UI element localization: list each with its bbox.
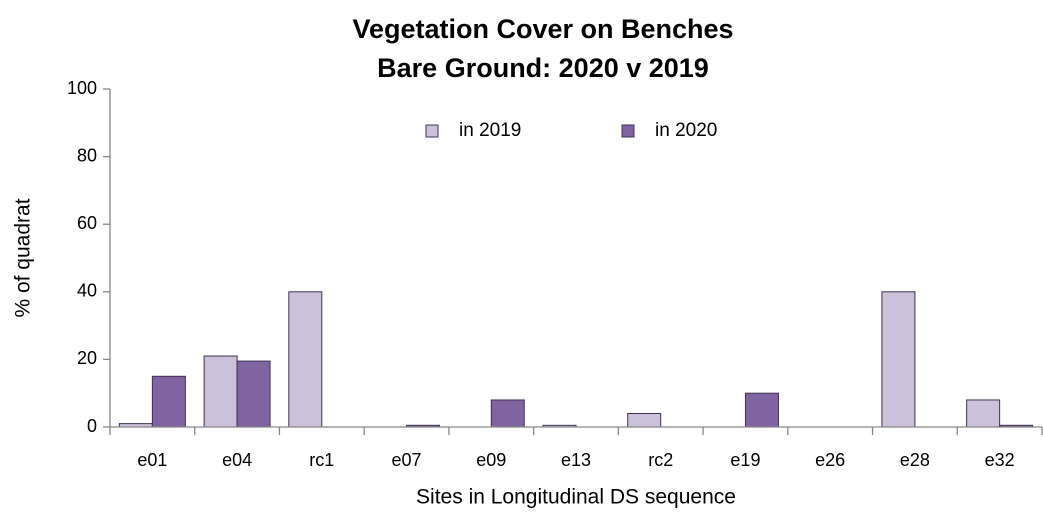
legend-label: in 2019 [459, 120, 521, 141]
x-tick-label: rc2 [648, 450, 673, 470]
x-tick-label: e09 [476, 450, 506, 470]
x-tick-label: e26 [815, 450, 845, 470]
x-tick-label: e13 [561, 450, 591, 470]
x-tick-label: e19 [730, 450, 760, 470]
bar [490, 399, 525, 428]
x-tick-label: e32 [985, 450, 1015, 470]
y-tick-label: 80 [77, 145, 97, 165]
y-tick-label: 40 [77, 281, 97, 301]
x-axis-label: Sites in Longitudinal DS sequence [416, 486, 736, 509]
x-tick-label: rc1 [309, 450, 334, 470]
x-tick-label: e01 [137, 450, 167, 470]
legend-swatch [621, 124, 635, 138]
bar [881, 291, 916, 428]
x-tick-label: e04 [222, 450, 252, 470]
y-tick-label: 100 [67, 78, 97, 98]
bar [744, 392, 779, 428]
chart-title: Vegetation Cover on Benches [352, 14, 733, 44]
x-tick-label: e28 [900, 450, 930, 470]
y-tick-label: 60 [77, 213, 97, 233]
y-axis-label: % of quadrat [12, 198, 35, 317]
y-tick-label: 20 [77, 348, 97, 368]
bar [288, 291, 323, 428]
legend-label: in 2020 [655, 120, 717, 141]
bar [151, 375, 186, 428]
legend-swatch [425, 124, 439, 138]
y-tick-label: 0 [87, 416, 97, 436]
bar [236, 360, 271, 428]
chart-subtitle: Bare Ground: 2020 v 2019 [377, 53, 709, 83]
bar [627, 412, 662, 428]
bar [203, 355, 238, 428]
bar [966, 399, 1001, 428]
x-tick-label: e07 [392, 450, 422, 470]
